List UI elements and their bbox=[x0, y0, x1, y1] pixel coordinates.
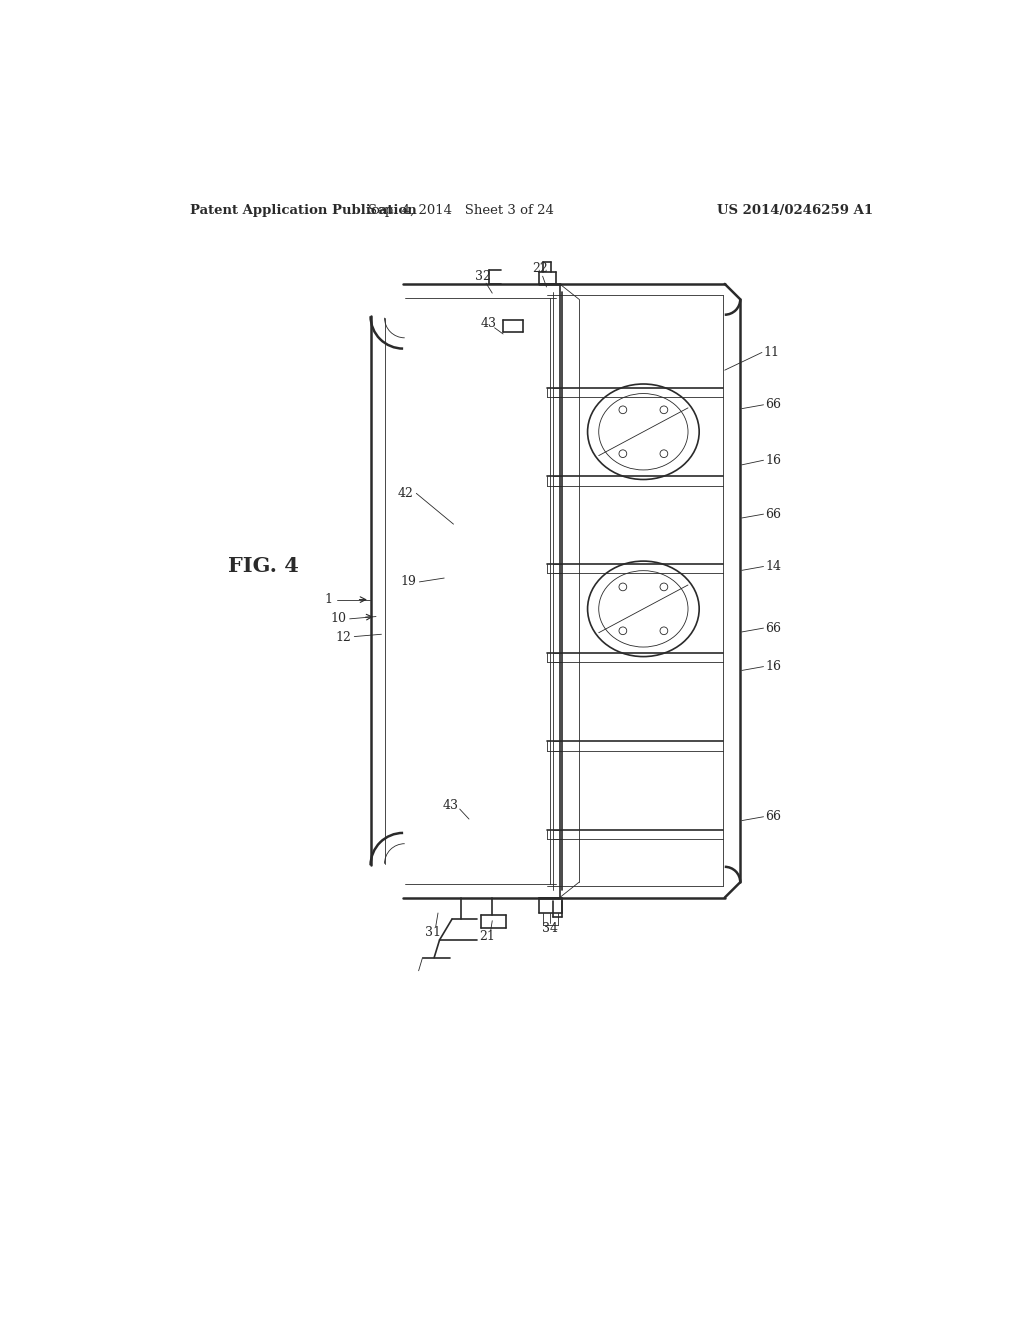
Text: 66: 66 bbox=[765, 622, 781, 635]
Text: 22: 22 bbox=[532, 261, 548, 275]
Text: US 2014/0246259 A1: US 2014/0246259 A1 bbox=[717, 205, 873, 218]
Text: 16: 16 bbox=[765, 454, 781, 467]
Text: 1: 1 bbox=[324, 593, 332, 606]
Text: 66: 66 bbox=[765, 508, 781, 520]
Text: 21: 21 bbox=[479, 929, 496, 942]
Text: 66: 66 bbox=[765, 810, 781, 824]
Text: 34: 34 bbox=[543, 921, 558, 935]
Text: FIG. 4: FIG. 4 bbox=[228, 557, 299, 577]
Text: 32: 32 bbox=[475, 269, 490, 282]
Text: 43: 43 bbox=[442, 799, 459, 812]
Text: 11: 11 bbox=[764, 346, 779, 359]
Text: 42: 42 bbox=[397, 487, 414, 500]
Text: Sep. 4, 2014   Sheet 3 of 24: Sep. 4, 2014 Sheet 3 of 24 bbox=[369, 205, 554, 218]
Text: 66: 66 bbox=[765, 399, 781, 412]
Text: 14: 14 bbox=[765, 560, 781, 573]
Text: 12: 12 bbox=[336, 631, 351, 644]
Text: 10: 10 bbox=[331, 612, 347, 626]
Text: 31: 31 bbox=[425, 925, 440, 939]
Text: 16: 16 bbox=[765, 660, 781, 673]
Text: Patent Application Publication: Patent Application Publication bbox=[190, 205, 417, 218]
Text: 43: 43 bbox=[480, 317, 497, 330]
Text: 19: 19 bbox=[400, 576, 417, 589]
